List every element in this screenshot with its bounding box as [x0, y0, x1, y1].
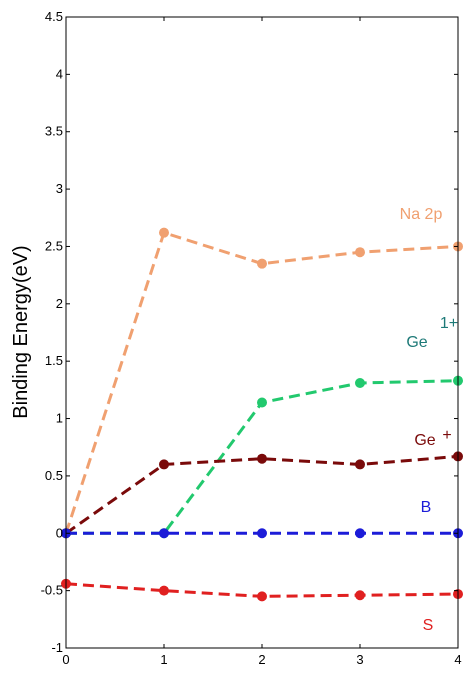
data-point: [355, 459, 365, 470]
axis-ticks: -1 -0.5 0 0.5 1 1.5 2 2.5 3 3.5 4 4.5 0 1 2 3 4: [41, 9, 462, 667]
data-point: [355, 377, 365, 388]
data-point: [257, 591, 267, 602]
data-point: [257, 453, 267, 464]
y-tick-label: 3: [56, 181, 63, 196]
series-annotation-ge1-sup: 1+: [440, 315, 458, 332]
data-point: [355, 590, 365, 601]
y-tick-label: 0.5: [45, 468, 63, 483]
y-tick-label: 2.5: [45, 238, 63, 253]
data-point: [257, 258, 267, 269]
y-axis-label: Binding Energy(eV): [10, 245, 32, 418]
y-tick-label: 0: [56, 525, 63, 540]
y-tick-label: 1.5: [45, 353, 63, 368]
data-point: [355, 528, 365, 539]
data-point: [159, 459, 169, 470]
series-annotation-b: B: [421, 499, 432, 516]
series-annotation-na2p: Na 2p: [400, 206, 443, 223]
series-annotation-ge1-base: Ge: [406, 334, 427, 351]
data-point: [159, 528, 169, 539]
x-tick-label: 3: [356, 652, 363, 667]
x-tick-label: 2: [258, 652, 265, 667]
series-annotation-geplus-sup: +: [442, 427, 451, 444]
series-annotation-geplus-base: Ge: [414, 432, 435, 449]
data-point: [257, 397, 267, 408]
series-annotations: Na 2p Ge 1+ Ge + B S: [400, 206, 458, 634]
y-tick-label: 1: [56, 411, 63, 426]
plot-marks: [61, 227, 463, 602]
data-point: [159, 227, 169, 238]
y-tick-label: -1: [51, 640, 63, 655]
x-tick-label: 4: [454, 652, 461, 667]
series-line: [65, 454, 459, 535]
data-point: [159, 585, 169, 596]
y-tick-label: 4.5: [45, 9, 63, 24]
x-tick-label: 0: [62, 652, 69, 667]
y-tick-label: 4: [56, 66, 63, 81]
plot-frame: [65, 16, 459, 649]
data-point: [257, 528, 267, 539]
y-tick-label: 3.5: [45, 124, 63, 139]
data-point: [355, 247, 365, 258]
y-tick-label: -0.5: [41, 583, 63, 598]
series-annotation-s: S: [423, 617, 434, 634]
y-tick-label: 2: [56, 296, 63, 311]
x-tick-label: 1: [160, 652, 167, 667]
